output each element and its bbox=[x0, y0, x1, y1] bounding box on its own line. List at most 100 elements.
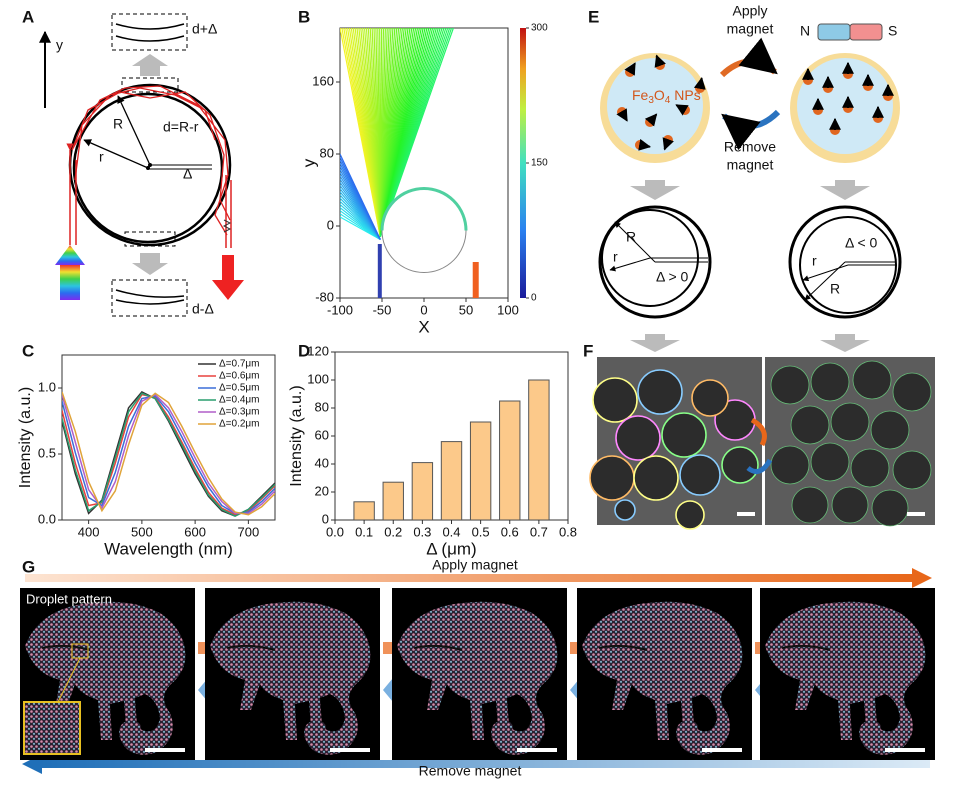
droplet bbox=[721, 446, 759, 484]
shape-polygon bbox=[630, 334, 680, 352]
shape-polygon bbox=[132, 253, 168, 275]
x-tick-label: 0.4 bbox=[442, 524, 460, 539]
x-tick-label: 100 bbox=[497, 302, 519, 317]
shape-rect bbox=[111, 279, 188, 317]
x-tick-label: 0.1 bbox=[355, 524, 373, 539]
shape-circle bbox=[598, 205, 712, 319]
droplet bbox=[892, 372, 932, 412]
y-tick-label: 1.0 bbox=[38, 379, 56, 394]
shape-rect bbox=[111, 13, 188, 51]
panel-label: D bbox=[298, 341, 310, 360]
bar bbox=[440, 441, 463, 520]
droplet bbox=[790, 405, 830, 445]
droplet bbox=[852, 360, 892, 400]
x-tick-label: 0.3 bbox=[413, 524, 431, 539]
shape-rect bbox=[124, 231, 176, 247]
legend-label: Δ=0.6μm bbox=[219, 371, 260, 382]
scale-bar bbox=[702, 748, 742, 752]
shape-line bbox=[117, 95, 151, 166]
panel-label: B bbox=[298, 7, 310, 26]
shape-polygon bbox=[820, 180, 870, 200]
offset-label: Δ bbox=[183, 166, 192, 182]
x-tick-label: 50 bbox=[459, 302, 473, 317]
moment bbox=[662, 137, 674, 151]
colorbar-label: 150 bbox=[531, 158, 548, 169]
pole: S bbox=[888, 23, 897, 39]
shape-line bbox=[83, 139, 149, 169]
chart: 0 150 300 -100 -50 0 50 100 -80 0 80 160 Xy bbox=[299, 23, 548, 337]
droplet bbox=[637, 369, 683, 415]
text: 3 bbox=[648, 95, 654, 106]
droplet bbox=[592, 377, 638, 423]
shape-polygon bbox=[912, 568, 932, 588]
y-tick-label: 20 bbox=[315, 483, 329, 498]
plot-area bbox=[353, 379, 550, 520]
droplet bbox=[830, 402, 870, 442]
y-tick-label: 0 bbox=[322, 511, 329, 526]
droplet bbox=[810, 362, 850, 402]
bar bbox=[411, 462, 434, 520]
legend-label: Δ=0.2μm bbox=[219, 419, 260, 430]
droplet bbox=[589, 455, 635, 501]
shape-polygon bbox=[820, 334, 870, 352]
resonator-ray bbox=[380, 187, 468, 231]
text: O bbox=[654, 87, 665, 103]
x-tick-label: 0.6 bbox=[501, 524, 519, 539]
shape-polygon bbox=[132, 54, 168, 76]
panel-label: A bbox=[22, 7, 34, 26]
legend-label: Δ=0.3μm bbox=[219, 407, 260, 418]
panel-e: Fe3O4 NPs N S Apply magnet Remove magnet… bbox=[598, 3, 902, 352]
text: Fe bbox=[632, 87, 649, 103]
scale-bar bbox=[517, 748, 557, 752]
radius-label: r bbox=[99, 149, 104, 165]
radius-label: R bbox=[626, 229, 636, 245]
shape-path bbox=[115, 23, 185, 42]
x-tick-label: -100 bbox=[327, 302, 353, 317]
y-tick-label: 0.5 bbox=[38, 445, 56, 460]
shape-polygon bbox=[60, 265, 80, 300]
moment bbox=[675, 104, 689, 116]
moment bbox=[644, 113, 658, 127]
droplet bbox=[810, 442, 850, 482]
gap-label: d=R-r bbox=[163, 119, 199, 135]
pattern-label: Droplet pattern bbox=[26, 591, 112, 606]
plot-frame bbox=[61, 354, 276, 521]
colorbar-label: 300 bbox=[531, 23, 548, 34]
y-tick-label: 0 bbox=[327, 217, 334, 232]
radius-label: r bbox=[812, 253, 817, 269]
y-tick-label: 160 bbox=[312, 73, 334, 88]
shape-line bbox=[609, 257, 651, 272]
panel-a: y d+Δ R d=R-r r Δ d-Δ bbox=[39, 13, 244, 317]
particle-label: Fe3O4 NPs bbox=[632, 87, 701, 106]
offset-label: Δ > 0 bbox=[656, 269, 689, 285]
bar bbox=[469, 421, 492, 520]
shape-polygon bbox=[630, 180, 680, 200]
action-label: Remove magnet bbox=[419, 763, 522, 779]
scale-bar bbox=[330, 748, 370, 752]
moment bbox=[654, 54, 666, 68]
particles bbox=[616, 54, 894, 151]
shape-rect bbox=[25, 574, 915, 582]
x-axis-label: Wavelength (nm) bbox=[104, 539, 233, 558]
moment bbox=[616, 108, 628, 122]
droplet bbox=[791, 486, 829, 524]
action-label: magnet bbox=[727, 157, 774, 173]
shape-rect bbox=[40, 760, 930, 768]
radius-label: R bbox=[113, 116, 123, 132]
colorbar-label: 0 bbox=[531, 293, 537, 304]
y-axis-label: Intensity (a.u.) bbox=[288, 385, 305, 486]
droplet bbox=[633, 455, 679, 501]
inset bbox=[23, 701, 81, 755]
plot-area bbox=[62, 391, 275, 517]
shape-circle bbox=[788, 205, 902, 319]
y-tick-label: 120 bbox=[307, 343, 329, 358]
x-tick-label: 0.7 bbox=[530, 524, 548, 539]
droplet bbox=[661, 412, 707, 458]
x-tick-label: 0.2 bbox=[384, 524, 402, 539]
shape-circle bbox=[72, 92, 224, 244]
x-tick-label: 600 bbox=[184, 524, 206, 539]
legend-label: Δ=0.5μm bbox=[219, 383, 260, 394]
droplet bbox=[615, 415, 661, 461]
